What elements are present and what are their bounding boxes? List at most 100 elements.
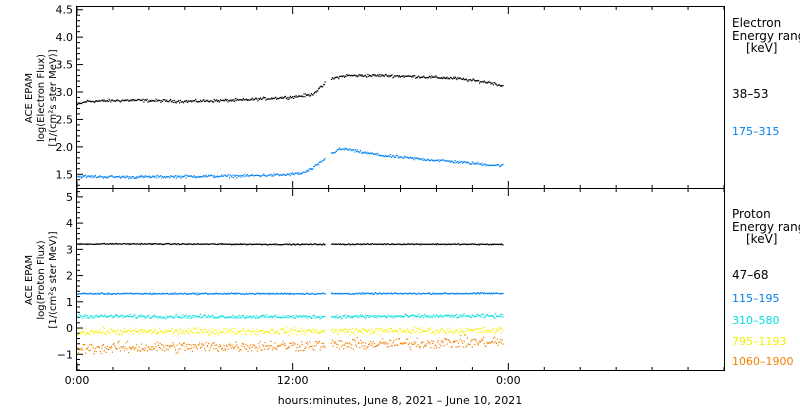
- data-point: [197, 344, 199, 346]
- data-point: [197, 316, 199, 318]
- electron-y-axis-title: ACE EPAM log(Electron Flux) [1/(cm²s ste…: [24, 49, 59, 146]
- data-point: [182, 243, 184, 245]
- data-point: [97, 315, 99, 317]
- data-point: [388, 315, 390, 317]
- data-point: [317, 90, 319, 92]
- data-point: [381, 293, 383, 295]
- data-point: [167, 243, 169, 245]
- data-point: [282, 97, 284, 99]
- data-point: [366, 292, 368, 294]
- data-point: [395, 154, 397, 157]
- data-point: [93, 293, 95, 295]
- data-point: [280, 174, 282, 176]
- data-point: [101, 315, 103, 317]
- data-point: [344, 332, 346, 334]
- proton-ytick-label: 4: [66, 217, 73, 230]
- data-point: [255, 174, 257, 176]
- data-point: [185, 243, 187, 245]
- data-point: [492, 315, 494, 317]
- data-point: [181, 243, 183, 245]
- data-point: [281, 174, 283, 176]
- data-point: [340, 75, 342, 77]
- data-point: [171, 101, 173, 103]
- data-point: [319, 86, 321, 88]
- data-point: [388, 155, 390, 157]
- data-point: [419, 158, 422, 160]
- data-point: [220, 243, 222, 245]
- data-point: [277, 98, 279, 100]
- data-point: [197, 327, 199, 329]
- data-point: [225, 293, 227, 295]
- data-point: [208, 316, 210, 318]
- data-point: [217, 99, 219, 102]
- data-point: [179, 176, 181, 178]
- data-point: [212, 331, 215, 333]
- data-point: [394, 292, 396, 294]
- data-point: [489, 165, 491, 167]
- data-point: [132, 333, 134, 335]
- data-point: [274, 293, 276, 295]
- data-point: [91, 101, 93, 103]
- data-point: [204, 292, 206, 294]
- data-point: [352, 316, 354, 318]
- data-point: [286, 292, 288, 294]
- data-point: [453, 162, 455, 164]
- data-point: [246, 175, 248, 177]
- data-point: [111, 331, 113, 333]
- data-point: [352, 149, 354, 151]
- data-point: [218, 101, 220, 103]
- data-point: [346, 148, 348, 150]
- data-point: [402, 157, 404, 159]
- data-point: [78, 293, 80, 295]
- data-point: [295, 293, 297, 295]
- data-point: [192, 292, 194, 294]
- data-point: [205, 331, 207, 333]
- data-point: [159, 293, 161, 295]
- data-point: [422, 330, 424, 332]
- data-point: [419, 77, 422, 79]
- data-point: [106, 345, 109, 347]
- data-point: [485, 315, 487, 317]
- data-point: [77, 243, 79, 245]
- data-point: [209, 175, 211, 177]
- data-point: [374, 74, 376, 76]
- data-point: [462, 331, 464, 333]
- data-point: [350, 347, 352, 349]
- data-point: [250, 293, 252, 295]
- data-point: [304, 171, 306, 173]
- data-point: [428, 243, 430, 245]
- data-point: [292, 344, 295, 346]
- data-point: [479, 243, 481, 245]
- data-point: [400, 328, 402, 330]
- data-point: [272, 292, 274, 294]
- data-point: [490, 315, 492, 317]
- data-point: [219, 100, 221, 102]
- data-point: [244, 293, 246, 295]
- data-point: [425, 331, 427, 333]
- data-point: [117, 176, 119, 178]
- data-point: [396, 315, 398, 317]
- data-point: [500, 85, 502, 87]
- data-point: [174, 331, 176, 333]
- data-point: [89, 315, 92, 317]
- data-point: [155, 346, 157, 348]
- data-point: [173, 176, 175, 179]
- data-point: [235, 174, 237, 176]
- data-point: [139, 350, 141, 352]
- data-point: [278, 316, 280, 318]
- data-point: [483, 80, 485, 82]
- data-point: [156, 175, 158, 177]
- data-point: [271, 243, 274, 246]
- data-point: [171, 243, 173, 245]
- data-point: [435, 332, 437, 334]
- data-point: [249, 175, 251, 177]
- data-point: [472, 330, 474, 332]
- data-point: [122, 293, 124, 295]
- data-point: [334, 151, 336, 154]
- data-point: [97, 243, 99, 245]
- data-point: [419, 292, 421, 295]
- data-point: [308, 329, 310, 331]
- data-point: [421, 342, 423, 344]
- data-point: [445, 314, 447, 317]
- electron-series-38–53: [77, 73, 504, 106]
